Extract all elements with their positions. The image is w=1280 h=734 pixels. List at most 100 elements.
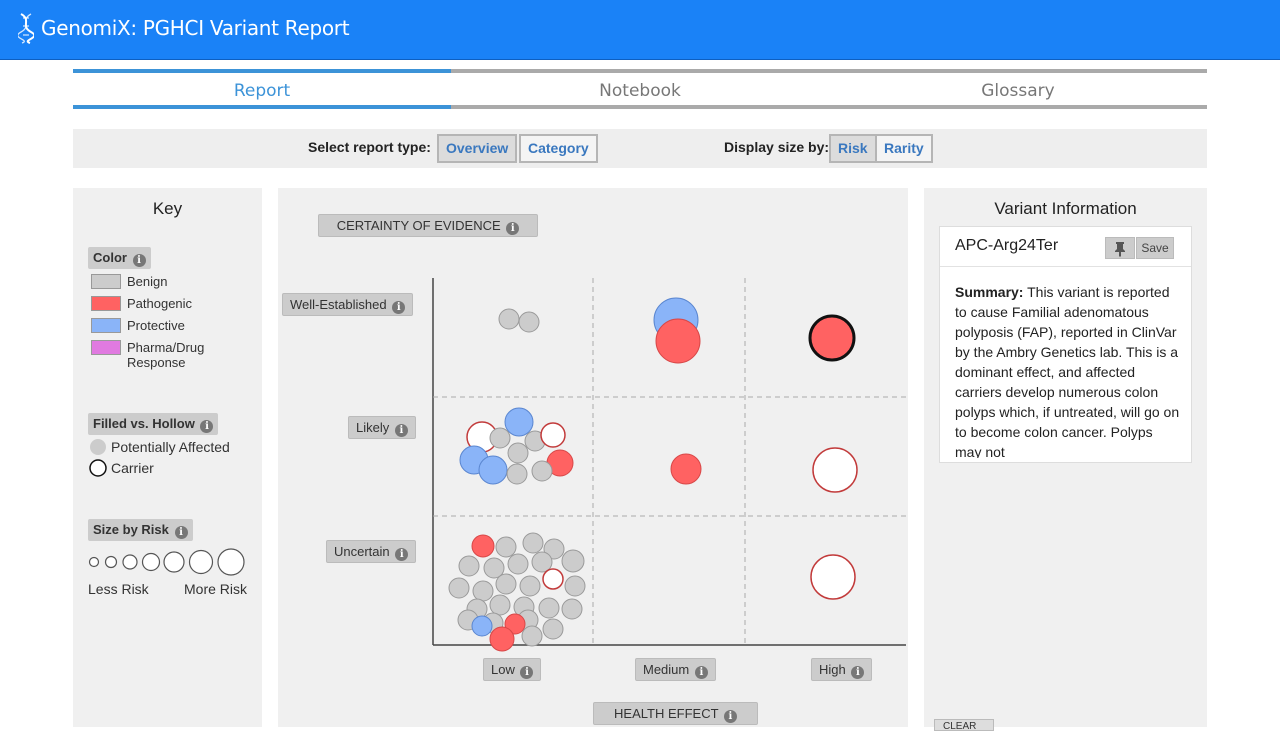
variant-bubble[interactable]	[543, 538, 565, 560]
variant-bubble[interactable]	[522, 532, 544, 554]
info-icon[interactable]: i	[200, 420, 214, 433]
info-icon[interactable]: i	[394, 424, 408, 437]
variant-bubble[interactable]	[518, 311, 540, 333]
hollow-circle-icon	[89, 459, 107, 477]
variant-bubble[interactable]	[521, 625, 543, 647]
carrier-label: Carrier	[111, 460, 154, 476]
protective-label: Protective	[127, 318, 185, 333]
variant-summary: Summary: This variant is reported to cau…	[955, 282, 1180, 458]
app-title: GenomiX: PGHCI Variant Report	[41, 16, 350, 40]
variant-bubble[interactable]	[507, 442, 529, 464]
report-toolbar: Select report type: Overview Category Di…	[73, 129, 1207, 168]
save-button[interactable]: Save	[1136, 237, 1174, 259]
variant-bubble[interactable]	[655, 318, 701, 364]
variant-bubble[interactable]	[504, 613, 526, 635]
benign-swatch	[91, 274, 121, 289]
x-tick-low[interactable]: Low i	[483, 658, 542, 681]
variant-bubble[interactable]	[483, 557, 505, 579]
variant-bubble[interactable]	[540, 422, 566, 448]
y-tick-well-established[interactable]: Well-Established i	[282, 293, 414, 316]
tab-bar: Report Notebook Glossary	[73, 69, 1207, 109]
report-type-label: Select report type:	[308, 139, 431, 155]
variant-info-title: Variant Information	[994, 199, 1137, 218]
info-icon[interactable]: i	[395, 548, 409, 561]
color-badge[interactable]: Color i	[88, 247, 151, 269]
info-icon[interactable]: i	[392, 301, 406, 314]
info-icon[interactable]: i	[506, 222, 520, 235]
fill-badge[interactable]: Filled vs. Hollow i	[88, 413, 219, 435]
pharma-label: Pharma/Drug	[127, 340, 205, 355]
variant-bubble[interactable]	[564, 575, 586, 597]
variant-bubble[interactable]	[498, 308, 520, 330]
more-risk-label: More Risk	[184, 581, 248, 597]
variant-plot	[432, 278, 906, 652]
variant-bubble[interactable]	[471, 615, 493, 637]
variant-name: APC-Arg24Ter	[955, 237, 1059, 254]
x-tick-high[interactable]: High i	[811, 658, 873, 681]
info-icon[interactable]: i	[520, 666, 534, 679]
variant-bubble[interactable]	[495, 536, 517, 558]
risk-button[interactable]: Risk	[829, 134, 877, 163]
variant-bubble[interactable]	[458, 555, 480, 577]
protective-swatch	[91, 318, 121, 333]
less-risk-label: Less Risk	[88, 581, 149, 597]
size-legend-icons	[88, 548, 245, 576]
variant-bubble[interactable]	[542, 618, 564, 640]
variant-bubble[interactable]	[670, 453, 702, 485]
variant-bubble[interactable]	[495, 573, 517, 595]
variant-bubble[interactable]	[538, 597, 560, 619]
x-tick-medium[interactable]: Medium i	[635, 658, 716, 681]
tab-glossary[interactable]: Glossary	[829, 69, 1207, 109]
pin-icon	[1115, 242, 1125, 257]
variant-bubble[interactable]	[812, 447, 858, 493]
fill-legend-icons	[89, 439, 107, 477]
variant-bubble[interactable]	[489, 594, 511, 616]
variant-bubble[interactable]	[448, 577, 470, 599]
info-icon[interactable]: i	[174, 526, 188, 539]
pharma-swatch	[91, 340, 121, 355]
variant-bubble[interactable]	[531, 551, 553, 573]
info-icon[interactable]: i	[694, 666, 708, 679]
variant-bubble[interactable]	[472, 580, 494, 602]
benign-label: Benign	[127, 274, 168, 289]
key-title: Key	[152, 199, 183, 218]
filled-circle-icon	[90, 439, 106, 455]
overview-button[interactable]: Overview	[437, 134, 518, 163]
info-icon[interactable]: i	[132, 254, 146, 267]
variant-bubble[interactable]	[478, 455, 508, 485]
variant-chart-panel: CERTAINTY OF EVIDENCE i Well-Established…	[278, 188, 908, 727]
display-size-label: Display size by:	[724, 139, 830, 155]
summary-label: Summary:	[955, 284, 1024, 300]
variant-bubble[interactable]	[489, 427, 511, 449]
tab-report[interactable]: Report	[73, 69, 451, 109]
variant-bubble[interactable]	[507, 553, 529, 575]
variant-bubbles	[448, 297, 858, 652]
category-button[interactable]: Category	[519, 134, 598, 163]
variant-bubble[interactable]	[561, 549, 585, 573]
y-tick-uncertain[interactable]: Uncertain i	[326, 540, 417, 563]
variant-bubble[interactable]	[810, 554, 856, 600]
pin-button[interactable]	[1105, 237, 1135, 259]
variant-card: APC-Arg24Ter Save Summary: This variant …	[939, 226, 1192, 463]
size-badge[interactable]: Size by Risk i	[88, 519, 193, 541]
variant-bubble[interactable]	[561, 598, 583, 620]
variant-bubble[interactable]	[531, 460, 553, 482]
pharma-label-line2: Response	[127, 355, 186, 370]
variant-bubble[interactable]	[519, 575, 541, 597]
variant-bubble[interactable]	[506, 463, 528, 485]
y-axis-title-badge[interactable]: CERTAINTY OF EVIDENCE i	[318, 214, 538, 237]
clear-button[interactable]: CLEAR	[934, 719, 994, 732]
info-icon[interactable]: i	[723, 710, 737, 723]
y-tick-likely[interactable]: Likely i	[348, 416, 416, 439]
rarity-button[interactable]: Rarity	[875, 134, 933, 163]
info-icon[interactable]: i	[851, 666, 865, 679]
variant-bubble[interactable]	[504, 407, 534, 437]
pathogenic-swatch	[91, 296, 121, 311]
variant-bubble[interactable]	[471, 534, 495, 558]
x-axis-title-badge[interactable]: HEALTH EFFECT i	[593, 702, 758, 725]
dna-icon	[18, 13, 34, 44]
variant-bubble[interactable]	[808, 314, 856, 362]
variant-bubble[interactable]	[542, 568, 564, 590]
variant-bubble[interactable]	[489, 626, 515, 652]
tab-notebook[interactable]: Notebook	[451, 69, 829, 109]
